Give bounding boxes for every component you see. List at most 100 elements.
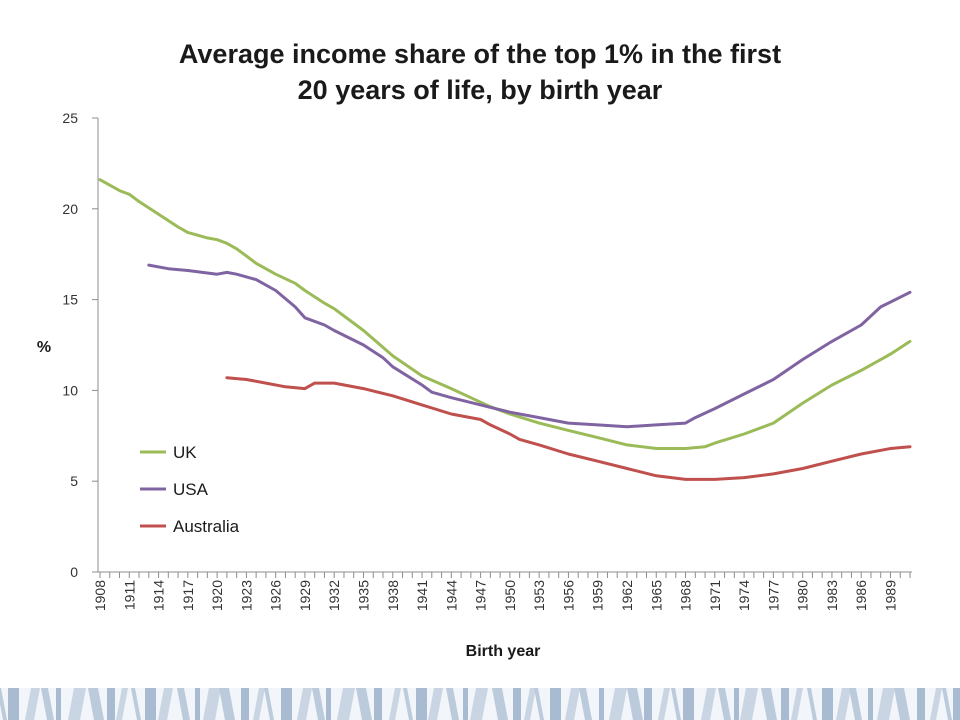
footer-stripe <box>281 688 292 720</box>
footer-stripe <box>644 688 652 720</box>
footer-stripe <box>374 688 382 720</box>
footer-stripe <box>145 688 156 720</box>
x-tick-label: 1929 <box>297 580 313 611</box>
footer-stripe <box>836 688 851 720</box>
x-tick-label: 1959 <box>590 580 606 611</box>
footer-stripe <box>116 688 128 720</box>
x-tick-label: 1923 <box>238 580 254 611</box>
footer-stripe <box>463 688 468 720</box>
footer-stripe <box>158 688 173 720</box>
axes: 0 5 10 15 20 25 1908 1911 1914 1917 1920 1923 1926 19… <box>62 110 912 611</box>
x-tick-label: 1914 <box>151 580 167 611</box>
y-tick-label: 5 <box>70 473 78 489</box>
x-tick-label: 1989 <box>882 580 898 611</box>
footer-stripe <box>446 688 459 720</box>
footer-stripe <box>599 688 604 720</box>
footer-stripe <box>25 688 40 720</box>
footer-stripe <box>930 688 942 720</box>
footer-stripe <box>88 688 104 720</box>
x-tick-label: 1968 <box>678 580 694 611</box>
footer-stripe <box>389 688 401 720</box>
x-axis-title: Birth year <box>466 643 541 660</box>
footer-stripe <box>658 688 670 720</box>
footer-stripe <box>807 688 817 720</box>
series-line-uk <box>98 178 912 450</box>
y-tick-label: 0 <box>70 564 78 580</box>
footer-stripe <box>241 688 249 720</box>
footer-stripe <box>868 688 873 720</box>
legend-label-australia: Australia <box>173 517 240 536</box>
x-tick-label: 1944 <box>443 580 459 611</box>
y-tick-label: 25 <box>62 110 78 126</box>
footer-stripe <box>877 688 895 720</box>
footer-stripe <box>671 688 681 720</box>
y-axis-title: % <box>37 339 51 356</box>
footer-stripe <box>403 688 413 720</box>
footer-stripe <box>701 688 716 720</box>
footer-stripe <box>56 688 61 720</box>
footer-stripe <box>627 688 643 720</box>
x-tick-label: 1932 <box>326 580 342 611</box>
series-line-usa <box>147 263 912 429</box>
decorative-stripe-band <box>0 688 960 720</box>
x-tick-label: 1986 <box>853 580 869 611</box>
series-line-australia <box>225 376 912 481</box>
y-tick-label: 10 <box>62 382 78 398</box>
footer-stripe <box>579 688 592 720</box>
x-tick-label: 1917 <box>180 580 196 611</box>
footer-stripe <box>203 688 221 720</box>
footer-stripe <box>428 688 443 720</box>
line-chart: 0 5 10 15 20 25 1908 1911 1914 1917 1920 1923 1926 19… <box>37 110 912 660</box>
x-tick-label: 1974 <box>736 580 752 611</box>
footer-stripe <box>781 688 789 720</box>
legend-label-uk: UK <box>173 443 197 462</box>
footer-stripe <box>822 688 833 720</box>
x-tick-label: 1920 <box>209 580 225 611</box>
footer-stripe <box>534 688 544 720</box>
footer-stripe <box>8 688 19 720</box>
y-tick-label: 20 <box>62 201 78 217</box>
x-tick-label: 1965 <box>648 580 664 611</box>
footer-stripe <box>470 688 488 720</box>
x-tick-label: 1947 <box>473 580 489 611</box>
x-tick-label: 1911 <box>121 580 137 610</box>
footer-stripe <box>513 688 521 720</box>
footer-stripe <box>565 688 580 720</box>
footer-stripe <box>253 688 265 720</box>
x-tick-label: 1953 <box>531 580 547 611</box>
footer-stripe <box>326 688 331 720</box>
x-tick-label: 1983 <box>824 580 840 611</box>
footer-stripe <box>68 688 86 720</box>
footer-stripe <box>416 688 427 720</box>
x-tick-label: 1956 <box>560 580 576 611</box>
x-tick-label: 1950 <box>502 580 518 611</box>
footer-stripe <box>609 688 627 720</box>
x-tick-label: 1977 <box>765 580 781 611</box>
footer-stripe <box>849 688 862 720</box>
x-tick-label: 1980 <box>795 580 811 611</box>
footer-stripe <box>337 688 355 720</box>
footer-stripe <box>131 688 141 720</box>
x-tick-label: 1926 <box>268 580 284 611</box>
chart-title-line-2: 20 years of life, by birth year <box>297 75 663 105</box>
footer-stripe <box>524 688 536 720</box>
footer-stripe <box>107 688 115 720</box>
chart-title: Average income share of the top 1% in th… <box>80 36 880 108</box>
x-tick-label: 1938 <box>385 580 401 611</box>
footer-stripe <box>492 688 508 720</box>
footer-stripe <box>953 688 960 720</box>
footer-stripe <box>791 688 803 720</box>
footer-stripe <box>740 688 758 720</box>
footer-stripe <box>734 688 739 720</box>
footer-stripe <box>356 688 372 720</box>
footer-stripe <box>917 688 925 720</box>
series-lines <box>98 178 912 481</box>
footer-stripe <box>264 688 274 720</box>
footer-stripe <box>219 688 235 720</box>
footer-stripe <box>177 688 190 720</box>
footer-stripe <box>894 688 910 720</box>
x-tick-label: 1971 <box>707 580 723 611</box>
legend: UK USA Australia <box>140 443 240 536</box>
footer-stripe <box>312 688 325 720</box>
